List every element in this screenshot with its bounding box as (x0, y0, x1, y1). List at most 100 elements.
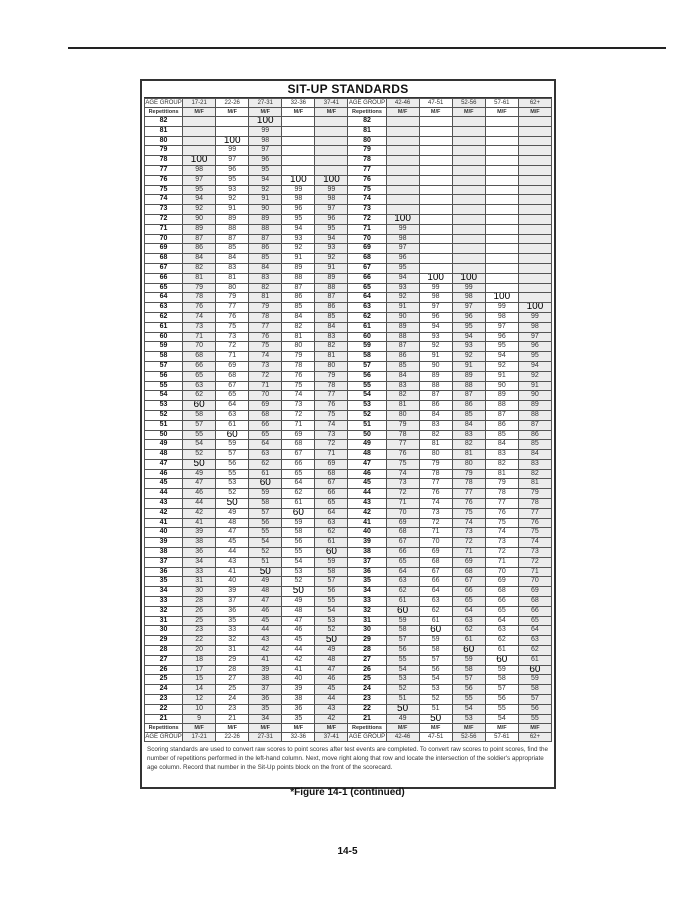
score-cell: 58 (418, 645, 453, 656)
score-cell: 39 (248, 664, 283, 676)
score-cell: 82 (385, 390, 420, 402)
score-cell (517, 233, 553, 245)
score-cell: 96 (484, 331, 519, 343)
repetitions-value: 42 (347, 507, 387, 519)
score-cell: 79 (451, 468, 486, 480)
repetitions-value: 37 (143, 556, 184, 568)
score-cell: 86 (182, 243, 217, 255)
score-cell (385, 135, 420, 147)
scoring-note: Scoring standards are used to convert ra… (147, 746, 548, 771)
table-row: 21 9 21 34 35 42 21 49 50 53 54 55 (143, 713, 553, 725)
score-cell: 77 (314, 390, 349, 402)
repetitions-value: 35 (347, 576, 387, 588)
score-cell: 82 (314, 341, 349, 353)
table-row: 31 25 35 45 47 53 31 59 61 63 64 65 (143, 615, 553, 627)
sex-label: M/F (281, 107, 316, 117)
score-cell: 94 (182, 194, 217, 206)
score-cell: 62 (248, 458, 283, 470)
score-cell: 90 (248, 204, 283, 215)
score-cell: 81 (281, 331, 316, 343)
score-cell: 48 (281, 605, 316, 617)
score-cell: 76 (248, 331, 283, 343)
score-cell: 44 (182, 498, 217, 509)
table-row: 29 22 32 43 45 50 29 57 59 61 62 63 (143, 635, 553, 647)
table-row: 65 79 80 82 87 88 65 93 99 99 (143, 282, 553, 294)
table-row: 51 57 61 66 71 74 51 79 83 84 86 87 (143, 419, 553, 431)
repetitions-value: 32 (347, 605, 387, 617)
score-cell: 95 (215, 174, 250, 186)
score-cell: 65 (281, 468, 316, 480)
score-cell: 83 (385, 380, 420, 392)
score-cell: 81 (385, 400, 420, 411)
table-row: 52 58 63 68 72 75 52 80 84 85 87 88 (143, 409, 553, 421)
score-cell: 73 (517, 547, 553, 558)
score-cell (418, 262, 453, 274)
score-cell: 99 (484, 302, 519, 313)
score-cell: 51 (248, 556, 283, 568)
score-cell: 41 (182, 517, 217, 529)
score-cell (418, 253, 453, 264)
score-cell: 48 (215, 517, 250, 529)
table-row: 49 54 59 64 68 72 49 77 81 82 84 85 (143, 439, 553, 451)
repetitions-value: 76 (143, 174, 184, 186)
score-cell: 84 (385, 370, 420, 382)
score-cell: 69 (248, 400, 283, 411)
table-row: 67 82 83 84 89 91 67 95 (143, 262, 553, 274)
repetitions-value: 25 (143, 674, 184, 686)
score-cell: 49 (281, 596, 316, 607)
sex-label: M/F (215, 723, 250, 734)
table-row: 55 63 67 71 75 78 55 83 88 88 90 91 (143, 380, 553, 392)
score-cell: 74 (451, 517, 486, 529)
score-cell: 98 (517, 321, 553, 333)
score-cell: 23 (215, 703, 250, 715)
score-cell: 56 (314, 586, 349, 598)
score-cell: 87 (385, 341, 420, 353)
repetitions-value: 22 (143, 703, 184, 715)
score-cell: 77 (517, 507, 553, 519)
score-cell: 71 (281, 419, 316, 431)
score-cell (451, 233, 486, 245)
repetitions-value: 81 (143, 125, 184, 137)
score-cell: 65 (248, 429, 283, 441)
score-cell: 59 (418, 635, 453, 647)
score-cell: 67 (314, 478, 349, 490)
table-row: 60 71 73 76 81 83 60 88 93 94 96 97 (143, 331, 553, 343)
score-cell: 59 (314, 556, 349, 568)
score-cell (418, 213, 453, 225)
score-cell: 71 (451, 547, 486, 558)
score-cell (451, 116, 486, 127)
repetitions-value: 81 (347, 125, 387, 137)
score-cell (517, 253, 553, 264)
score-cell: 87 (182, 233, 217, 245)
repetitions-value: 72 (347, 213, 387, 225)
repetitions-value: 47 (143, 458, 184, 470)
score-cell: 25 (215, 684, 250, 696)
score-cell (182, 135, 217, 147)
score-cell: 71 (517, 566, 553, 578)
score-cell: 94 (418, 321, 453, 333)
score-cell: 60 (517, 664, 553, 676)
repetitions-value: 69 (143, 243, 184, 255)
score-cell: 55 (281, 547, 316, 558)
table-row: 42 42 49 57 60 64 42 70 73 75 76 77 (143, 507, 553, 519)
score-cell: 85 (385, 360, 420, 372)
repetitions-value: 24 (143, 684, 184, 696)
score-cell (385, 145, 420, 157)
table-title: SIT-UP STANDARDS (144, 81, 552, 98)
score-cell: 100 (314, 174, 349, 186)
repetitions-value: 52 (143, 409, 184, 421)
score-cell: 76 (451, 498, 486, 509)
score-cell: 95 (248, 164, 283, 176)
score-cell: 61 (451, 635, 486, 647)
score-cell: 99 (517, 311, 553, 323)
score-cell: 98 (418, 292, 453, 304)
repetitions-value: 35 (143, 576, 184, 588)
repetitions-label: Repetitions (143, 723, 184, 734)
score-cell: 100 (182, 155, 217, 166)
repetitions-value: 23 (347, 694, 387, 705)
repetitions-value: 55 (143, 380, 184, 392)
score-cell (484, 116, 519, 127)
score-cell: 44 (215, 547, 250, 558)
score-cell: 88 (314, 282, 349, 294)
table-row: 36 33 41 50 53 58 36 64 67 68 70 71 (143, 566, 553, 578)
